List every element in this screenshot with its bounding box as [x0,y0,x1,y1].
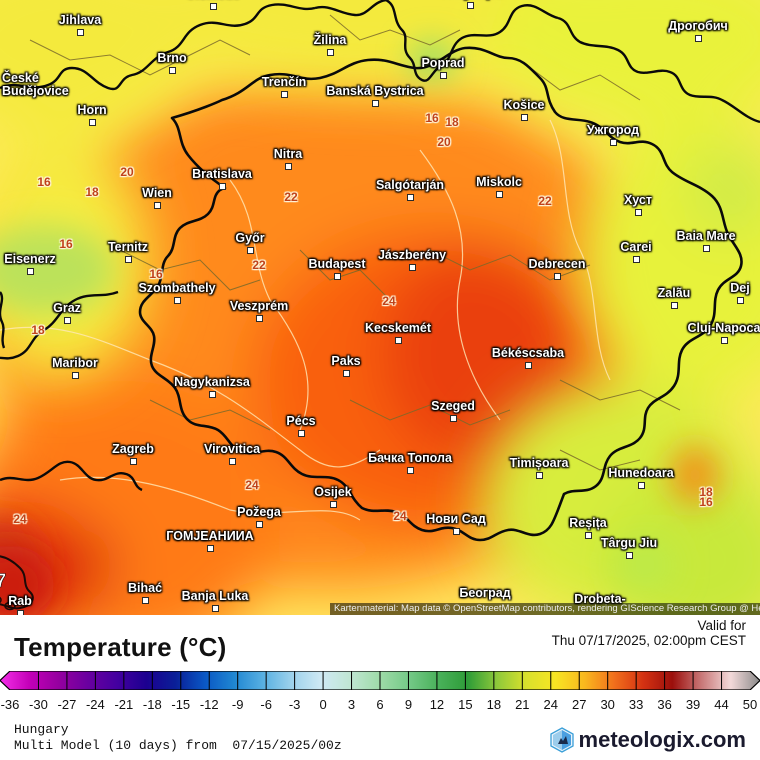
svg-text:27: 27 [0,571,6,592]
